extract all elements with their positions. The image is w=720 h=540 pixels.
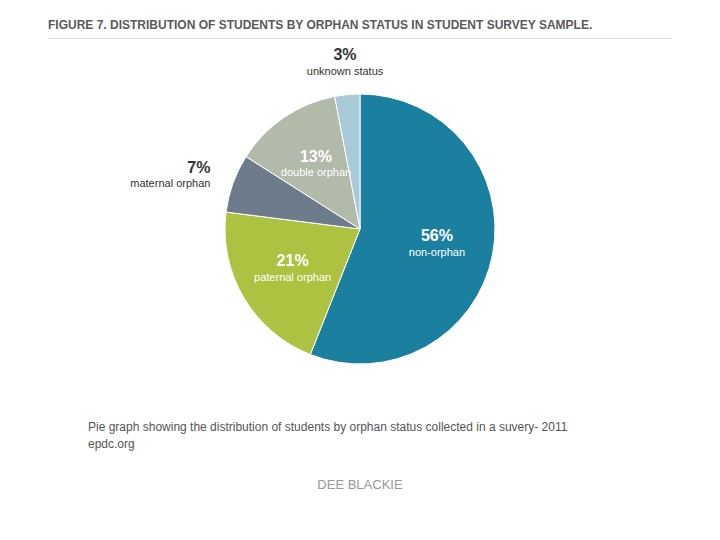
html-text:DEE BLACKIE: DEE BLACKIE xyxy=(317,477,403,492)
html-text:FIGURE 7. DISTRIBUTION OF STUD: FIGURE 7. DISTRIBUTION OF STUDENTS BY OR… xyxy=(48,18,593,32)
svg-text:non-orphan: non-orphan xyxy=(409,246,465,258)
svg-text:7%: 7% xyxy=(187,159,210,176)
svg-text:paternal orphan: paternal orphan xyxy=(254,271,331,283)
svg-text:13%: 13% xyxy=(300,148,332,165)
html-text:epdc.org: epdc.org xyxy=(88,437,135,451)
svg-text:double orphan: double orphan xyxy=(281,166,351,178)
svg-text:56%: 56% xyxy=(421,227,453,244)
svg-text:unknown status: unknown status xyxy=(307,65,384,77)
html-text:Pie graph showing the distribu: Pie graph showing the distribution of st… xyxy=(88,420,568,434)
svg-text:maternal orphan: maternal orphan xyxy=(130,177,210,189)
svg-text:21%: 21% xyxy=(277,252,309,269)
svg-text:3%: 3% xyxy=(333,46,356,63)
